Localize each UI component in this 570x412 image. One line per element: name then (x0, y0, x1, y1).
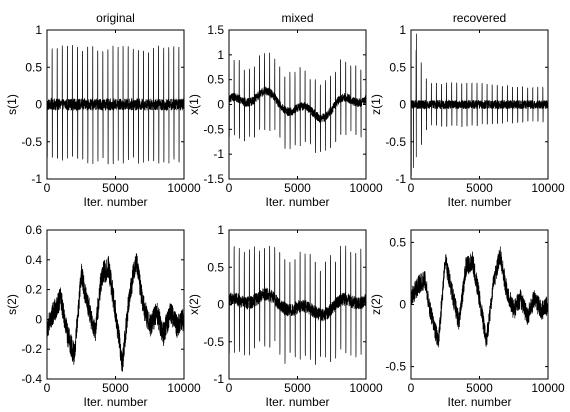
y-tick-label: 0 (35, 312, 42, 326)
y-axis-label: z(2) (369, 294, 383, 315)
subplot-4: 0 5000 10000 -0.4 -0.2 0 0.2 0.4 0.6 Iter. number… (5, 223, 201, 409)
subplot-title: recovered (453, 11, 506, 25)
y-tick-label: 1 (217, 48, 224, 62)
y-tick-label: -1 (213, 147, 224, 161)
y-tick-label: 0.5 (25, 60, 42, 74)
x-tick-label: 0 (44, 181, 51, 195)
x-axis-label: Iter. number (265, 195, 329, 209)
x-tick-label: 5000 (102, 381, 129, 395)
y-tick-label: -1.5 (203, 172, 224, 186)
x-axis-label: Iter. number (83, 195, 147, 209)
y-tick-label: -0.5 (385, 360, 406, 374)
y-tick-label: 0.5 (389, 235, 406, 249)
series-line (411, 246, 548, 348)
x-tick-label: 0 (408, 381, 415, 395)
x-axis-label: Iter. number (447, 395, 511, 409)
x-tick-label: 0 (226, 181, 233, 195)
x-tick-label: 5000 (284, 181, 311, 195)
y-tick-label: -0.5 (203, 122, 224, 136)
y-tick-label: -1 (213, 372, 224, 386)
y-tick-label: 0.2 (25, 283, 42, 297)
x-tick-label: 0 (226, 381, 233, 395)
series-line (229, 244, 366, 365)
x-tick-label: 5000 (466, 381, 493, 395)
x-tick-label: 0 (44, 381, 51, 395)
y-axis-label: z(1) (369, 94, 383, 115)
y-tick-label: 1.5 (207, 23, 224, 37)
y-tick-label: -0.2 (21, 342, 42, 356)
series-line (47, 45, 184, 165)
y-axis-label: x(1) (187, 94, 201, 115)
x-tick-label: 10000 (531, 381, 565, 395)
y-tick-label: -1 (395, 172, 406, 186)
y-tick-label: 0 (399, 298, 406, 312)
series-line (47, 253, 184, 372)
x-tick-label: 10000 (349, 381, 383, 395)
y-tick-label: 0 (35, 98, 42, 112)
y-tick-label: -0.5 (385, 135, 406, 149)
x-tick-label: 5000 (284, 381, 311, 395)
x-axis-label: Iter. number (447, 195, 511, 209)
y-tick-label: -0.5 (21, 135, 42, 149)
subplot-5: 0 5000 10000 -1 -0.5 0 0.5 1 Iter. number x(2) (187, 223, 383, 409)
x-tick-label: 0 (408, 181, 415, 195)
y-axis-label: x(2) (187, 294, 201, 315)
y-tick-label: 1 (399, 23, 406, 37)
y-tick-label: -0.4 (21, 372, 42, 386)
y-tick-label: 1 (35, 23, 42, 37)
y-tick-label: 0.5 (207, 260, 224, 274)
x-tick-label: 10000 (167, 181, 201, 195)
y-tick-label: 0 (217, 98, 224, 112)
y-tick-label: 0.5 (207, 73, 224, 87)
x-tick-label: 5000 (466, 181, 493, 195)
subplot-1: 0 5000 10000 -1 -0.5 0 0.5 1 original Iter. numbe… (5, 11, 201, 209)
x-axis-label: Iter. number (83, 395, 147, 409)
series-line (229, 52, 366, 153)
y-tick-label: 0.4 (25, 253, 42, 267)
x-tick-label: 5000 (102, 181, 129, 195)
y-tick-label: 0.6 (25, 223, 42, 237)
y-tick-label: 0 (217, 298, 224, 312)
y-axis-label: s(1) (5, 94, 19, 115)
subplot-3: 0 5000 10000 -1 -0.5 0 0.5 1 recovered Iter. numb… (369, 11, 565, 209)
y-tick-label: -1 (31, 172, 42, 186)
series-line (411, 33, 548, 177)
y-tick-label: 1 (217, 223, 224, 237)
y-tick-label: 0.5 (389, 60, 406, 74)
x-tick-label: 10000 (349, 181, 383, 195)
subplot-2: 0 5000 10000 -1.5 -1 -0.5 0 0.5 1 1.5 mixed Iter. n… (187, 11, 383, 209)
x-axis-label: Iter. number (265, 395, 329, 409)
y-axis-label: s(2) (5, 294, 19, 315)
subplot-title: mixed (281, 11, 313, 25)
x-tick-label: 10000 (531, 181, 565, 195)
y-tick-label: -0.5 (203, 335, 224, 349)
x-tick-label: 10000 (167, 381, 201, 395)
y-tick-label: 0 (399, 98, 406, 112)
subplot-title: original (96, 11, 135, 25)
